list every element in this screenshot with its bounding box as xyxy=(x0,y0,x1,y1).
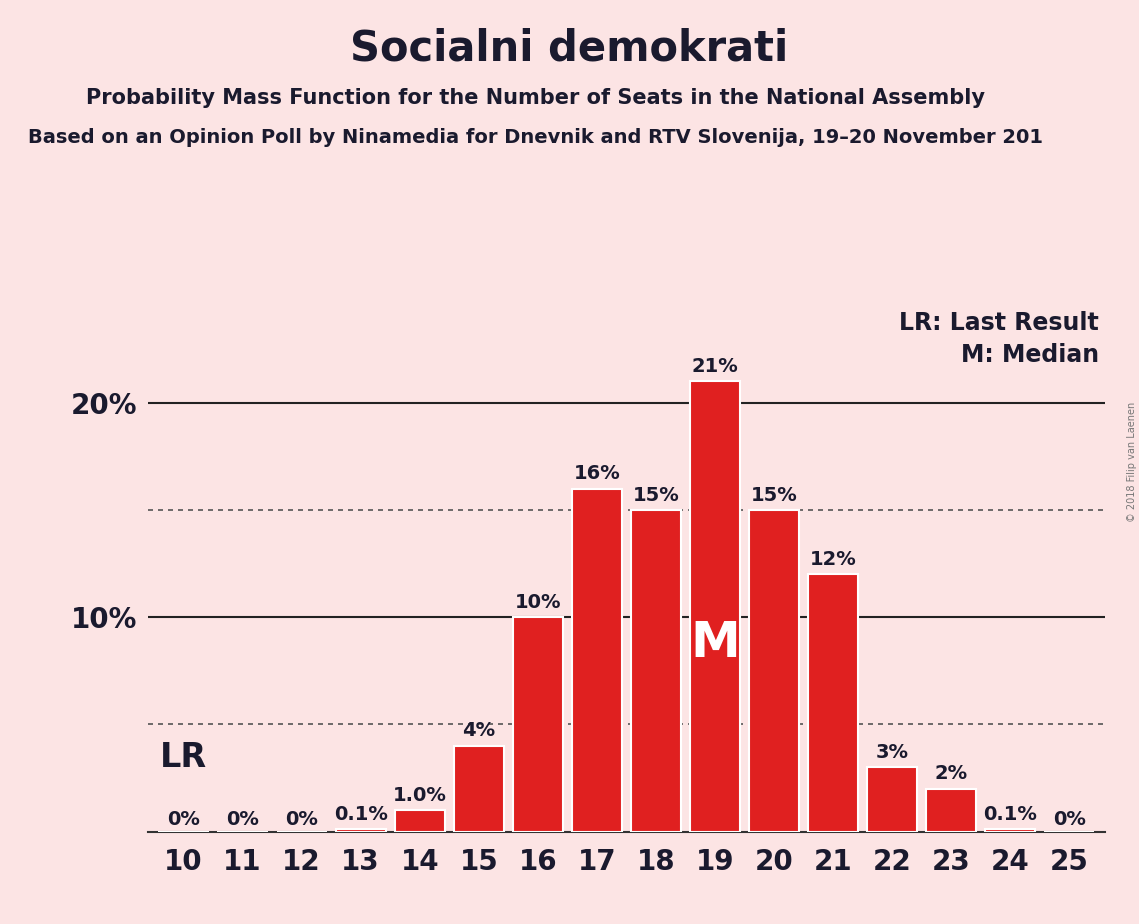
Bar xyxy=(985,830,1035,832)
Bar xyxy=(690,382,740,832)
Bar xyxy=(749,510,800,832)
Text: 0.1%: 0.1% xyxy=(983,805,1038,824)
Text: 0%: 0% xyxy=(285,810,318,830)
Bar xyxy=(867,767,917,832)
Bar xyxy=(926,789,976,832)
Text: LR: Last Result: LR: Last Result xyxy=(899,310,1099,334)
Bar xyxy=(453,746,503,832)
Text: 3%: 3% xyxy=(876,743,909,762)
Text: 0%: 0% xyxy=(167,810,200,830)
Text: 12%: 12% xyxy=(810,550,857,569)
Text: 21%: 21% xyxy=(691,357,738,376)
Text: 15%: 15% xyxy=(751,486,797,505)
Text: LR: LR xyxy=(159,741,207,773)
Bar xyxy=(808,575,859,832)
Text: 1.0%: 1.0% xyxy=(393,785,446,805)
Bar xyxy=(394,810,445,832)
Text: 15%: 15% xyxy=(632,486,679,505)
Text: M: M xyxy=(690,618,740,666)
Bar xyxy=(631,510,681,832)
Bar xyxy=(513,617,563,832)
Text: Probability Mass Function for the Number of Seats in the National Assembly: Probability Mass Function for the Number… xyxy=(85,88,985,108)
Text: Socialni demokrati: Socialni demokrati xyxy=(351,28,788,69)
Text: 2%: 2% xyxy=(935,764,968,784)
Text: 0%: 0% xyxy=(1052,810,1085,830)
Text: M: Median: M: Median xyxy=(961,343,1099,367)
Text: 10%: 10% xyxy=(515,593,562,612)
Text: 0.1%: 0.1% xyxy=(334,805,387,824)
Text: © 2018 Filip van Laenen: © 2018 Filip van Laenen xyxy=(1126,402,1137,522)
Text: Based on an Opinion Poll by Ninamedia for Dnevnik and RTV Slovenija, 19–20 Novem: Based on an Opinion Poll by Ninamedia fo… xyxy=(27,128,1043,147)
Bar xyxy=(336,830,386,832)
Text: 4%: 4% xyxy=(462,722,495,740)
Text: 16%: 16% xyxy=(574,464,621,483)
Text: 0%: 0% xyxy=(227,810,259,830)
Bar xyxy=(572,489,622,832)
